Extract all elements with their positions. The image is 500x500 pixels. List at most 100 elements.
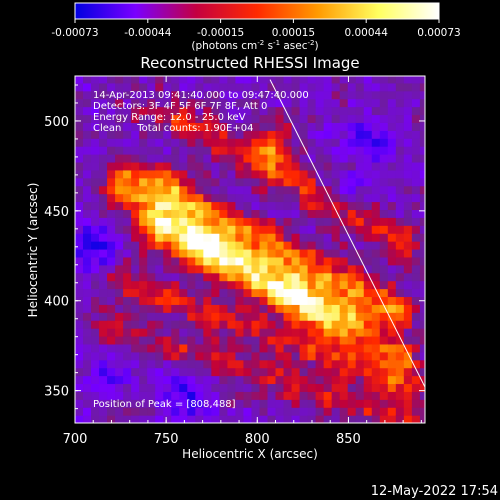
heatmap-cell [331, 248, 341, 258]
heatmap-cell [203, 76, 212, 84]
heatmap-cell [347, 359, 357, 369]
heatmap-cell [75, 328, 84, 337]
heatmap-cell [331, 169, 341, 179]
heatmap-cell [83, 256, 92, 266]
heatmap-cell [187, 415, 196, 423]
heatmap-cell [163, 367, 172, 377]
heatmap-cell [315, 106, 325, 116]
heatmap-cell [227, 185, 237, 195]
heatmap-cell [147, 98, 156, 108]
heatmap-cell [299, 169, 309, 179]
heatmap-cell [299, 241, 309, 250]
heatmap-cell [411, 359, 421, 369]
heatmap-cell [107, 114, 116, 123]
colorbar-tick-label: 0.00044 [344, 27, 388, 39]
heatmap-cell [195, 241, 204, 250]
heatmap-cell [187, 122, 196, 131]
heatmap-cell [307, 264, 317, 274]
heatmap-cell [107, 407, 116, 416]
heatmap-cell [283, 335, 293, 345]
heatmap-cell [363, 161, 373, 171]
heatmap-cell [371, 280, 381, 290]
heatmap-cell [155, 399, 164, 408]
heatmap-cell [131, 233, 140, 242]
heatmap-cell [315, 399, 325, 408]
heatmap-cell [395, 225, 405, 234]
heatmap-cell [275, 138, 285, 147]
heatmap-cell [75, 399, 84, 408]
heatmap-cell [251, 304, 261, 313]
heatmap-cell [227, 264, 237, 274]
heatmap-cell [283, 217, 293, 226]
heatmap-cell [283, 169, 293, 179]
heatmap-cell [387, 146, 397, 155]
heatmap-cell [171, 335, 180, 345]
heatmap-cell [299, 185, 309, 195]
heatmap-cell [107, 209, 116, 218]
heatmap-cell [195, 233, 204, 242]
heatmap-cell [355, 335, 365, 345]
heatmap-cell [219, 98, 228, 108]
heatmap-cell [283, 98, 293, 108]
heatmap-cell [211, 272, 220, 282]
heatmap-cell [331, 359, 341, 369]
heatmap-cell [395, 320, 405, 329]
heatmap-cell [75, 280, 84, 290]
heatmap-cell [387, 264, 397, 274]
heatmap-cell [83, 375, 92, 385]
heatmap-cell [195, 367, 204, 377]
heatmap-cell [211, 82, 220, 92]
heatmap-cell [251, 367, 261, 377]
heatmap-cell [299, 193, 309, 203]
heatmap-cell [387, 217, 397, 226]
heatmap-cell [355, 248, 365, 258]
heatmap-cell [395, 351, 405, 361]
heatmap-cell [123, 90, 132, 100]
heatmap-cell [411, 343, 421, 353]
heatmap-cell [155, 391, 164, 400]
heatmap-cell [139, 256, 148, 266]
heatmap-cell [163, 114, 172, 123]
heatmap-cell [203, 209, 212, 218]
heatmap-cell [363, 304, 373, 313]
heatmap-cell [307, 233, 317, 242]
heatmap-cell [275, 264, 285, 274]
heatmap-cell [259, 138, 269, 147]
heatmap-cell [83, 391, 92, 400]
heatmap-cell [179, 264, 188, 274]
heatmap-cell [355, 106, 365, 116]
heatmap-cell [243, 383, 253, 392]
heatmap-cell [235, 225, 245, 234]
heatmap-cell [195, 177, 204, 187]
heatmap-cell [299, 367, 309, 377]
heatmap-cell [131, 138, 140, 147]
heatmap-cell [107, 367, 116, 377]
heatmap-cell [371, 375, 381, 385]
heatmap-cell [211, 76, 220, 84]
heatmap-cell [187, 154, 196, 163]
heatmap-cell [259, 280, 269, 290]
heatmap-cell [315, 90, 325, 100]
heatmap-cell [147, 130, 156, 139]
heatmap-cell [275, 241, 285, 250]
heatmap-cell [171, 367, 180, 377]
heatmap-cell [371, 114, 381, 123]
heatmap-cell [171, 304, 180, 313]
heatmap-cell [147, 225, 156, 234]
heatmap-cell [379, 256, 389, 266]
heatmap-cell [395, 130, 405, 139]
heatmap-cell [131, 82, 140, 92]
heatmap-cell [115, 280, 124, 290]
heatmap-cell [187, 343, 196, 353]
heatmap-cell [83, 367, 92, 377]
heatmap-cell [387, 177, 397, 187]
heatmap-cell [123, 367, 132, 377]
heatmap-cell [411, 280, 421, 290]
heatmap-cell [315, 76, 325, 84]
heatmap-cell [363, 130, 373, 139]
heatmap-cell [331, 106, 341, 116]
heatmap-cell [139, 280, 148, 290]
heatmap-cell [187, 288, 196, 298]
heatmap-cell [243, 391, 253, 400]
heatmap-cell [347, 320, 357, 329]
